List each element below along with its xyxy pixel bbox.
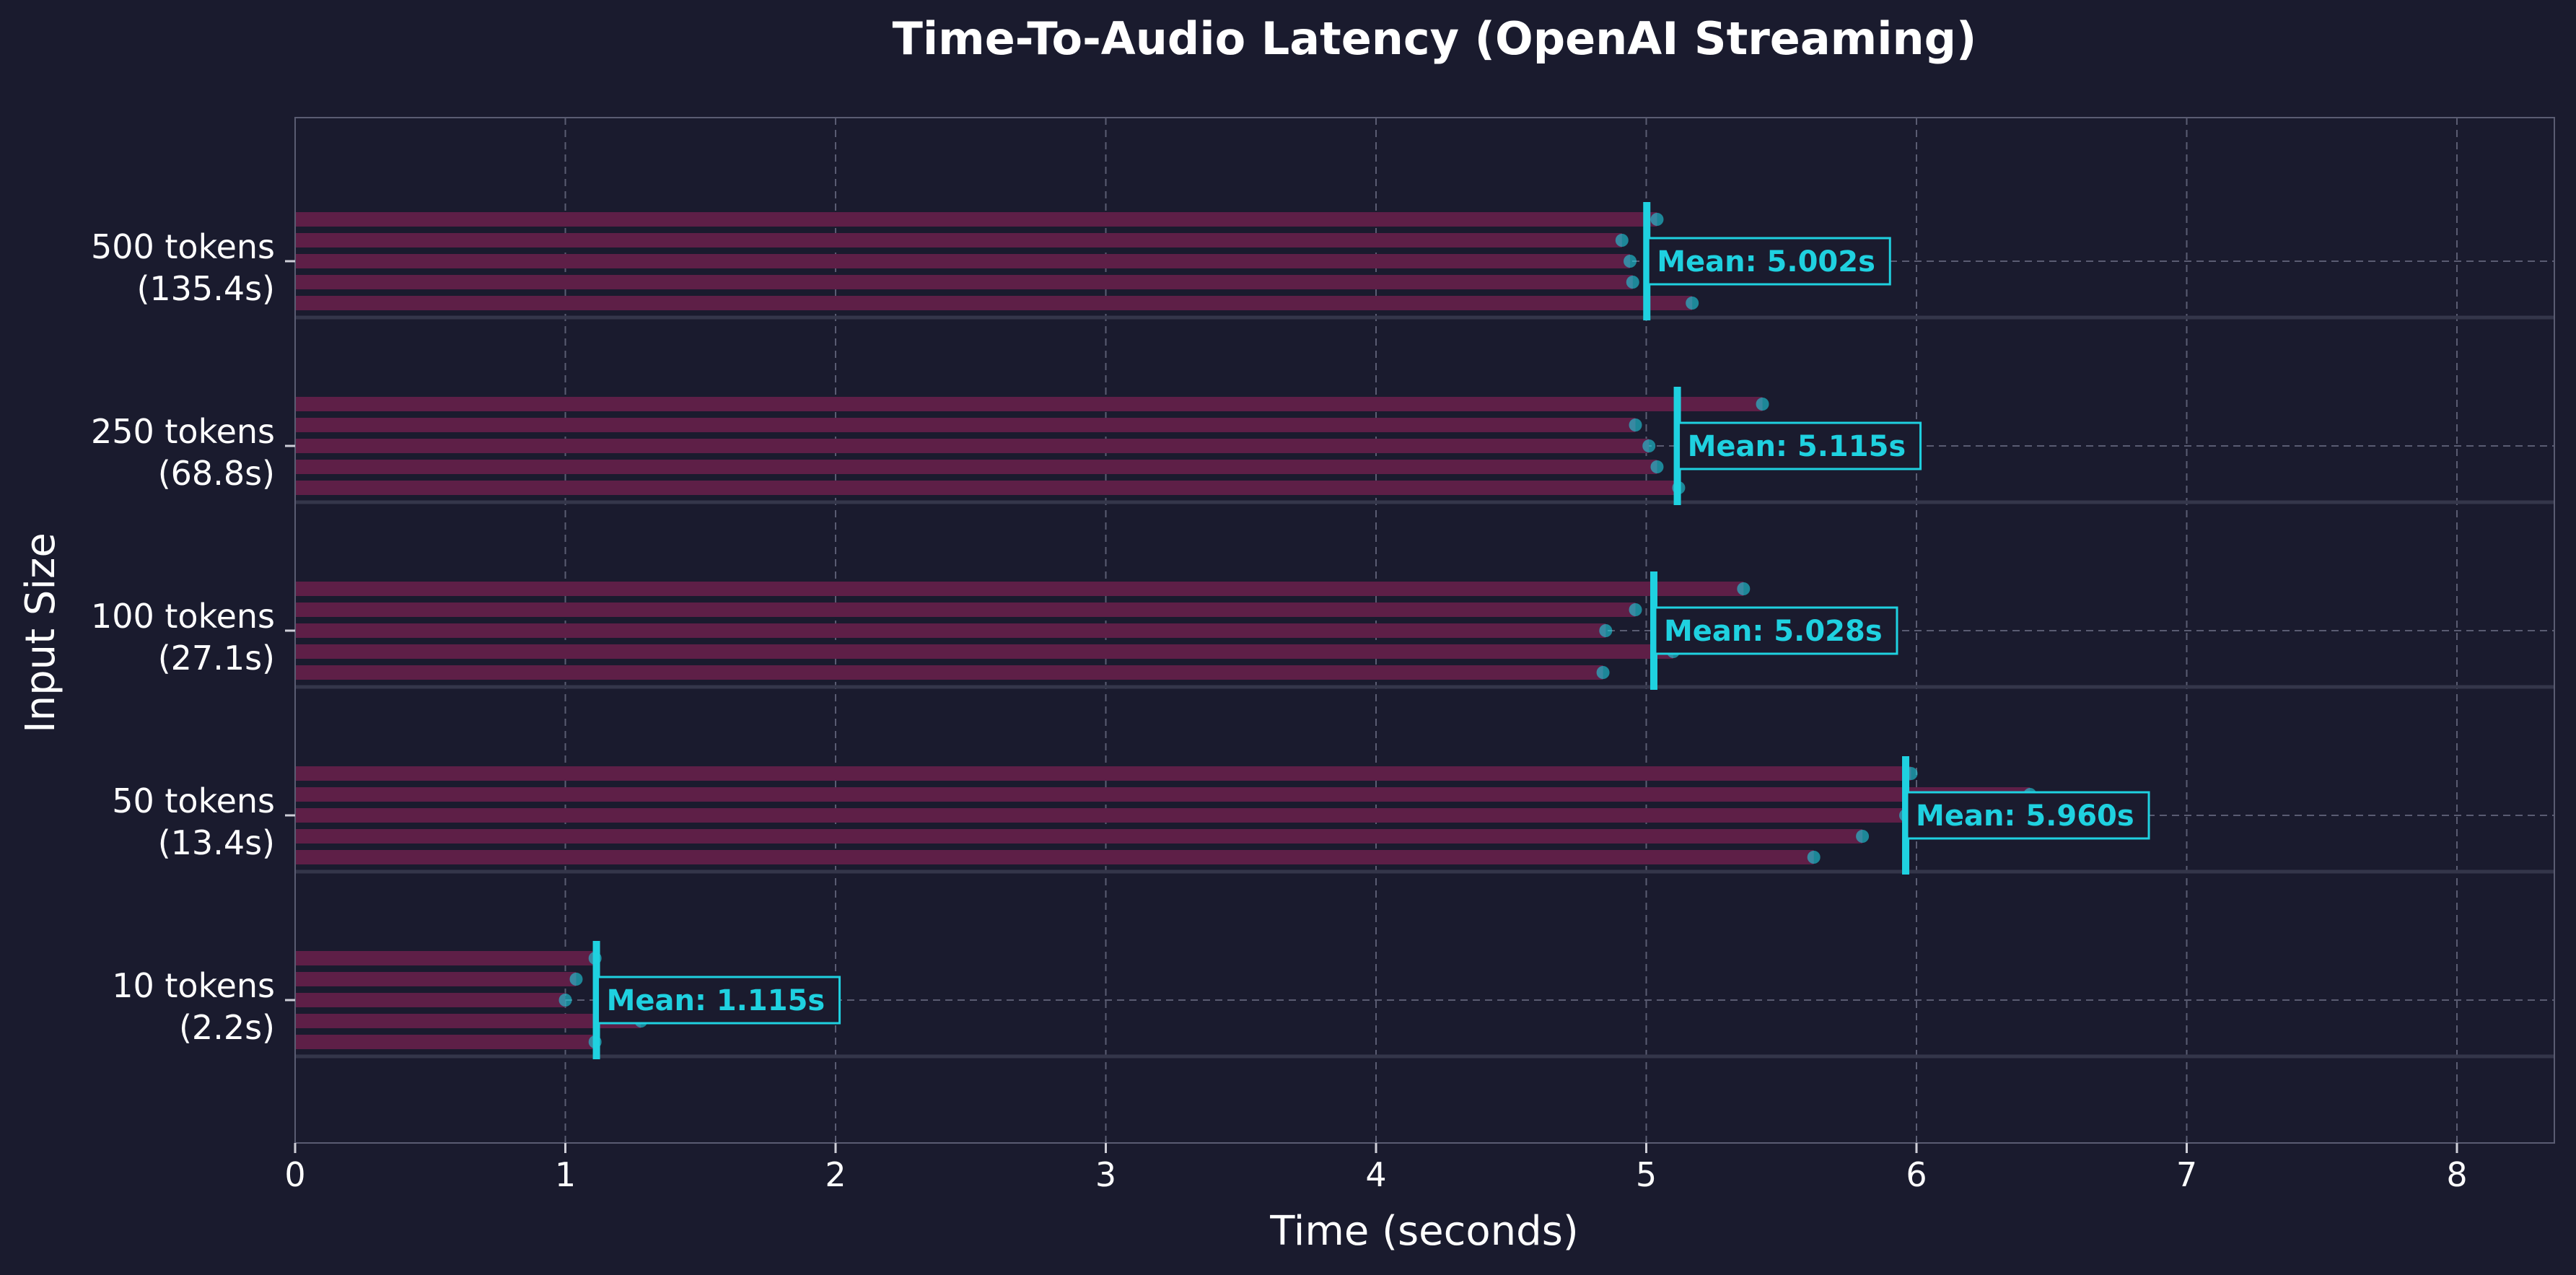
x-tick-label: 5 (1636, 1155, 1657, 1194)
run-bar (295, 275, 1633, 289)
run-bar (295, 787, 2030, 802)
bar-group: Mean: 5.002s (295, 202, 1891, 320)
run-point (1807, 851, 1821, 864)
y-axis-label: Input Size (17, 533, 64, 733)
run-point (1629, 419, 1642, 431)
run-bar (295, 212, 1657, 227)
run-point (1904, 767, 1918, 780)
bar-group: Mean: 1.115s (295, 941, 841, 1059)
x-tick-label: 6 (1906, 1155, 1927, 1194)
axes: 0 1 2 3 4 5 6 7 8 10 tokens(2.2s) 50 tokens(13.4s)… (91, 117, 2555, 1194)
run-point (1642, 439, 1656, 452)
run-bar (295, 808, 1906, 823)
run-bar (295, 481, 1679, 495)
mean-annotation-label: Mean: 1.115s (607, 984, 825, 1017)
run-bar (295, 993, 566, 1007)
bar-groups: Mean: 1.115s Mean: 5.960s Mean: 5.028s Mean… (295, 202, 2150, 1059)
mean-line (592, 941, 600, 1059)
x-tick-label: 4 (1365, 1155, 1386, 1194)
x-axis-label: Time (seconds) (1269, 1208, 1578, 1255)
y-tick-sublabel: (2.2s) (179, 1008, 275, 1047)
run-point (1650, 460, 1664, 473)
mean-line (1650, 571, 1657, 690)
run-point (569, 973, 583, 986)
mean-annotation-label: Mean: 5.028s (1664, 615, 1883, 648)
mean-line (1673, 387, 1681, 505)
y-tick-label: 10 tokens (112, 966, 275, 1005)
run-bar (295, 850, 1814, 864)
run-bar (295, 460, 1657, 474)
x-tick-label: 7 (2176, 1155, 2197, 1194)
x-tick-label: 8 (2446, 1155, 2467, 1194)
run-point (1737, 582, 1751, 595)
mean-annotation-label: Mean: 5.002s (1657, 245, 1875, 279)
run-bar (295, 233, 1622, 247)
y-tick-label: 250 tokens (91, 412, 275, 451)
chart-title: Time-To-Audio Latency (OpenAI Streaming) (893, 12, 1977, 65)
run-bar (295, 439, 1650, 453)
run-point (1624, 255, 1637, 268)
y-tick-label: 50 tokens (112, 781, 275, 820)
y-tick-label: 100 tokens (91, 597, 275, 636)
run-bar (295, 603, 1636, 617)
run-bar (295, 829, 1863, 844)
run-bar (295, 418, 1636, 432)
mean-line (1643, 202, 1651, 320)
bar-group: Mean: 5.115s (295, 387, 1922, 505)
run-point (1756, 398, 1769, 411)
y-tick-sublabel: (27.1s) (158, 639, 275, 678)
x-tick-label: 3 (1095, 1155, 1116, 1194)
run-bar (295, 644, 1673, 659)
run-point (588, 1035, 602, 1048)
run-bar (295, 582, 1744, 596)
run-point (1629, 603, 1642, 616)
run-point (1672, 481, 1686, 494)
run-bar (295, 623, 1606, 638)
run-point (1599, 624, 1613, 637)
run-bar (295, 254, 1631, 268)
run-point (1686, 297, 1699, 310)
mean-annotation-box (1654, 606, 1898, 655)
y-tick-sublabel: (13.4s) (158, 823, 275, 862)
run-bar (295, 1035, 595, 1049)
mean-annotation-box (1906, 791, 2150, 840)
x-tick-label: 0 (284, 1155, 305, 1194)
run-point (558, 994, 572, 1007)
run-point (1856, 830, 1870, 843)
bar-group: Mean: 5.028s (295, 571, 1898, 690)
run-bar (295, 296, 1693, 310)
run-bar (295, 951, 595, 965)
run-point (588, 952, 602, 965)
run-bar (295, 665, 1603, 680)
x-tick-label: 2 (825, 1155, 846, 1194)
run-point (1615, 234, 1629, 247)
run-bar (295, 972, 577, 986)
y-tick-sublabel: (68.8s) (158, 454, 275, 493)
x-tick-label: 1 (555, 1155, 576, 1194)
bar-group: Mean: 5.960s (295, 756, 2150, 875)
mean-annotation-label: Mean: 5.960s (1916, 799, 2134, 833)
mean-annotation-box (597, 976, 841, 1025)
run-point (1626, 276, 1639, 289)
y-tick-label: 500 tokens (91, 227, 275, 266)
run-bar (295, 766, 1911, 781)
y-tick-sublabel: (135.4s) (136, 269, 275, 308)
run-bar (295, 1014, 641, 1028)
run-point (1650, 213, 1664, 226)
mean-annotation-label: Mean: 5.115s (1688, 430, 1906, 463)
mean-annotation-box (1647, 237, 1891, 286)
run-point (1596, 666, 1610, 679)
run-bar (295, 397, 1763, 411)
mean-annotation-box (1678, 421, 1922, 470)
